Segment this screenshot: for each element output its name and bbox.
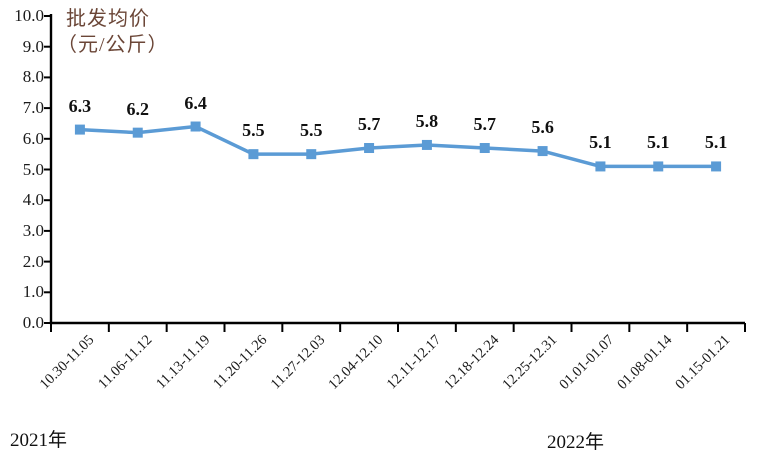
data-point-label: 5.1 — [647, 132, 670, 153]
y-tick-label: 0.0 — [22, 313, 44, 332]
data-point-marker — [537, 146, 548, 157]
data-point-marker — [653, 161, 664, 172]
year-label-2021: 2021年 — [10, 430, 68, 451]
y-tick-label: 6.0 — [22, 128, 44, 148]
year-label-2022: 2022年 — [547, 432, 605, 453]
price-line-series — [78, 124, 718, 169]
data-point-marker — [190, 121, 201, 132]
data-point-marker — [479, 143, 490, 154]
data-point-marker — [421, 139, 432, 150]
data-point-label: 6.3 — [68, 95, 92, 116]
data-point-label: 5.8 — [415, 110, 439, 131]
chart-unit-label: （元/公斤） — [57, 34, 169, 56]
y-tick-label: 4.0 — [22, 190, 44, 210]
data-point-label: 5.5 — [300, 120, 323, 141]
chart-title-text: 批发均价 — [66, 8, 150, 30]
data-point-label: 6.2 — [126, 98, 150, 119]
data-point-marker — [306, 149, 317, 160]
y-tick-label: 3.0 — [22, 220, 44, 240]
data-point-marker — [74, 124, 85, 135]
y-tick-label: 1.0 — [22, 282, 44, 302]
data-point-label: 5.7 — [473, 114, 497, 134]
data-point-marker — [364, 143, 375, 154]
y-tick-label: 5.0 — [22, 159, 44, 179]
y-tick-label: 7.0 — [22, 98, 44, 118]
y-tick-label: 2.0 — [22, 251, 44, 271]
data-point-marker — [711, 161, 722, 172]
y-tick-label: 10.0 — [14, 6, 44, 25]
y-tick-label: 8.0 — [22, 67, 44, 87]
data-point-label: 5.1 — [704, 132, 728, 153]
data-point-label: 5.6 — [531, 117, 554, 138]
data-point-marker — [132, 127, 143, 138]
y-tick-label: 9.0 — [22, 36, 44, 56]
data-point-label: 6.4 — [184, 92, 207, 113]
data-point-marker — [248, 149, 259, 160]
data-point-label: 5.5 — [242, 120, 265, 141]
data-point-label: 5.1 — [589, 132, 612, 153]
data-point-label: 5.7 — [357, 114, 381, 134]
chart-title: 批发均价 （元/公斤） — [57, 6, 169, 58]
data-point-marker — [595, 161, 606, 172]
